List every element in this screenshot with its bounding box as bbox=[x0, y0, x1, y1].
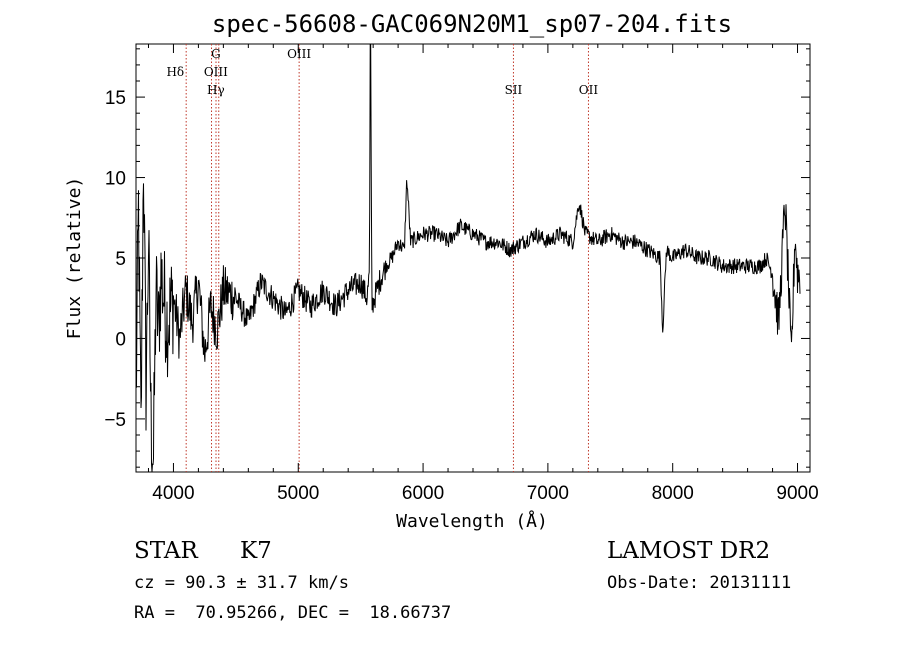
object-class: STAR bbox=[134, 538, 198, 564]
emission-line-label: OIII bbox=[204, 65, 228, 79]
obs-date: Obs-Date: 20131111 bbox=[607, 573, 792, 593]
y-tick-label: 10 bbox=[105, 169, 126, 190]
redshift-cz: cz = 90.3 ± 31.7 km/s bbox=[134, 573, 349, 593]
emission-line-label: OII bbox=[579, 83, 599, 97]
emission-line-label: Hδ bbox=[166, 65, 184, 79]
x-axis-label: Wavelength (Å) bbox=[396, 510, 548, 532]
x-tick-label: 8000 bbox=[652, 483, 694, 504]
y-tick-label: 15 bbox=[105, 88, 126, 109]
emission-line-labels: Hδ G OIII Hγ OIII SII OII bbox=[166, 47, 598, 97]
y-tick-label: −5 bbox=[104, 410, 126, 431]
coordinates: RA = 70.95266, DEC = 18.66737 bbox=[134, 603, 452, 623]
object-subclass: K7 bbox=[240, 538, 272, 564]
y-axis-label: Flux (relative) bbox=[64, 177, 85, 340]
spectrum-series bbox=[135, 43, 801, 473]
emission-line-label: Hγ bbox=[207, 83, 225, 97]
y-tick-label: 5 bbox=[115, 249, 126, 270]
x-tick-label: 4000 bbox=[152, 483, 194, 504]
x-axis-ticks: 4000 5000 6000 7000 8000 9000 bbox=[147, 44, 819, 504]
y-tick-label: 0 bbox=[115, 329, 126, 350]
survey-name: LAMOST DR2 bbox=[607, 538, 771, 564]
y-axis-ticks: −5 0 5 10 15 bbox=[104, 48, 810, 468]
emission-line-label: G bbox=[211, 47, 221, 61]
emission-line-label: OIII bbox=[287, 47, 311, 61]
x-tick-label: 5000 bbox=[277, 483, 319, 504]
x-tick-label: 6000 bbox=[402, 483, 444, 504]
chart-title: spec-56608-GAC069N20M1_sp07-204.fits bbox=[212, 10, 732, 38]
spectrum-line bbox=[135, 43, 801, 473]
x-tick-label: 7000 bbox=[527, 483, 569, 504]
x-tick-label: 9000 bbox=[776, 483, 818, 504]
emission-line-label: SII bbox=[505, 83, 523, 97]
plot-frame bbox=[135, 43, 811, 473]
emission-line-markers bbox=[185, 44, 589, 472]
